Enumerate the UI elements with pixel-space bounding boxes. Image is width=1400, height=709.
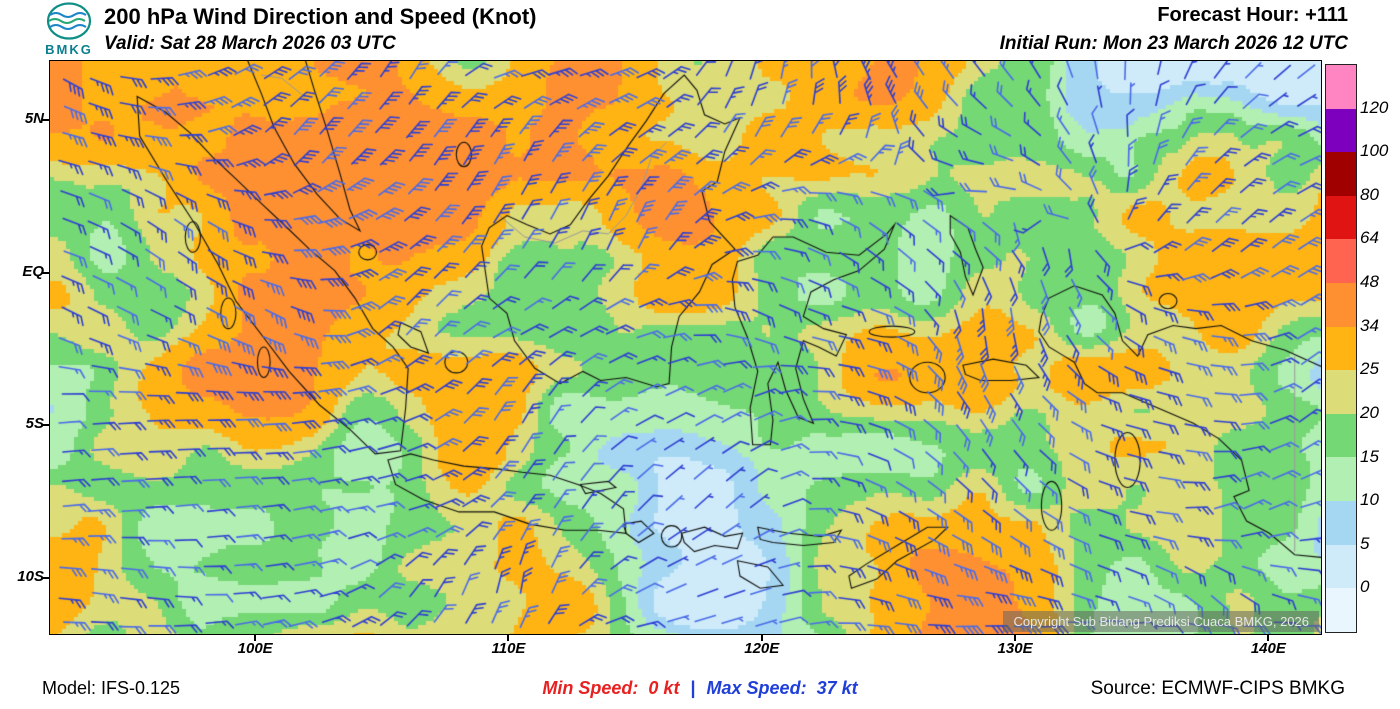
lon-label: 100E xyxy=(237,640,273,657)
legend-swatch xyxy=(1326,152,1356,196)
axis-tick xyxy=(507,634,510,641)
legend-swatch xyxy=(1326,195,1356,240)
legend-value: 10 xyxy=(1360,490,1379,510)
axis-tick xyxy=(254,634,257,641)
min-speed-label: Min Speed: xyxy=(542,678,639,698)
axis-tick xyxy=(42,424,49,427)
forecast-hour-label: Forecast Hour: +111 xyxy=(1157,4,1348,26)
axis-tick xyxy=(760,634,763,641)
axis-tick xyxy=(42,577,49,580)
legend-value: 5 xyxy=(1360,533,1370,553)
lat-label: 5N xyxy=(24,109,44,127)
max-speed-value: 37 kt xyxy=(816,678,858,698)
speed-separator: | xyxy=(690,678,696,698)
legend-swatch xyxy=(1326,283,1356,327)
page-title: 200 hPa Wind Direction and Speed (Knot) xyxy=(104,4,537,29)
legend-value: 80 xyxy=(1360,184,1379,204)
max-speed-label: Max Speed: xyxy=(706,678,807,698)
initial-run-label: Initial Run: Mon 23 March 2026 12 UTC xyxy=(999,33,1348,54)
model-label: Model: IFS-0.125 xyxy=(42,678,181,698)
bmkg-globe-icon xyxy=(46,2,92,40)
legend-swatch xyxy=(1326,65,1356,109)
legend-swatch xyxy=(1326,370,1356,414)
bmkg-logo: BMKG xyxy=(36,2,102,57)
legend-value: 15 xyxy=(1360,446,1379,466)
lat-label: EQ xyxy=(22,262,44,280)
legend-swatch xyxy=(1326,501,1356,545)
axis-tick xyxy=(42,118,49,121)
lon-label: 130E xyxy=(997,640,1033,657)
lon-label: 140E xyxy=(1250,640,1286,657)
lat-label: 5S xyxy=(25,415,44,433)
legend-swatch xyxy=(1326,108,1356,153)
source-label: Source: ECMWF-CIPS BMKG xyxy=(1090,678,1345,699)
lon-label: 110E xyxy=(491,640,526,657)
speed-range: Min Speed: 0 kt | Max Speed: 37 kt xyxy=(0,678,1400,699)
legend-color-bar xyxy=(1325,64,1357,633)
legend-value: 64 xyxy=(1360,228,1379,248)
legend-swatch xyxy=(1326,413,1356,458)
legend-value: 120 xyxy=(1360,97,1389,117)
legend-swatch xyxy=(1326,457,1356,502)
axis-tick xyxy=(1267,634,1270,641)
legend-swatch xyxy=(1326,239,1356,284)
legend-swatch xyxy=(1326,544,1356,589)
valid-time-label: Valid: Sat 28 March 2026 03 UTC xyxy=(104,33,396,54)
legend-value: 34 xyxy=(1360,315,1379,335)
bmkg-logo-text: BMKG xyxy=(45,42,93,57)
wind-map-canvas xyxy=(50,61,1321,634)
axis-tick xyxy=(1014,634,1017,641)
legend-labels: 120 100 80 64 48 34 25 20 15 10 5 0 xyxy=(1360,64,1400,644)
lat-label: 10S xyxy=(17,568,44,586)
legend-swatch xyxy=(1326,326,1356,371)
legend-value: 25 xyxy=(1360,359,1379,379)
wind-map: Copyright Sub Bidang Prediksi Cuaca BMKG… xyxy=(49,60,1322,635)
copyright-overlay: Copyright Sub Bidang Prediksi Cuaca BMKG… xyxy=(1003,611,1319,632)
lon-label: 120E xyxy=(744,640,780,657)
legend-value: 100 xyxy=(1360,141,1389,161)
legend-value: 0 xyxy=(1360,577,1370,597)
min-speed-value: 0 kt xyxy=(648,678,680,698)
legend-value: 20 xyxy=(1360,402,1379,422)
legend-swatch xyxy=(1326,588,1356,632)
axis-tick xyxy=(42,271,49,274)
legend-value: 48 xyxy=(1360,272,1379,292)
